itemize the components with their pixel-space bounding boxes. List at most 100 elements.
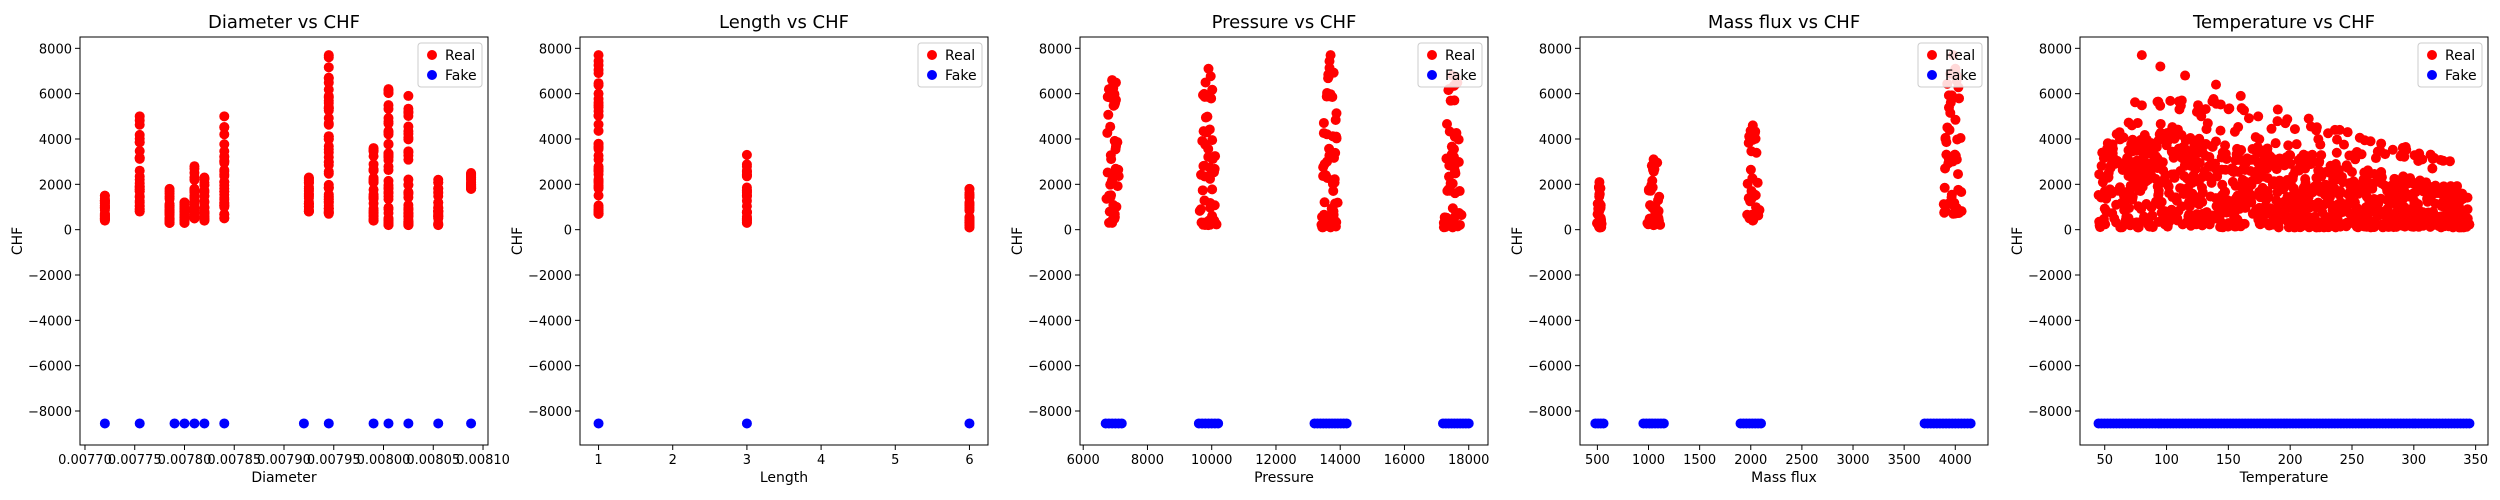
real-point: [1328, 206, 1339, 217]
real-point: [1446, 141, 1457, 152]
real-point: [964, 222, 975, 233]
real-point: [2425, 149, 2436, 160]
real-point: [134, 111, 145, 122]
real-point: [2290, 166, 2301, 177]
y-tick-label: 0: [2064, 224, 2072, 239]
real-point: [1194, 205, 1205, 216]
fake-point: [1658, 418, 1669, 429]
y-tick-label: 0: [1564, 224, 1572, 239]
chart-panel-5: Temperature vs CHF 50 100 150 200 250 300 350 −8…: [2010, 12, 2489, 486]
x-axis-label: Temperature: [2239, 470, 2329, 486]
real-point: [189, 204, 200, 215]
data-points: [1590, 50, 1976, 429]
real-point: [1102, 167, 1113, 178]
real-point: [2135, 185, 2146, 196]
real-point: [2334, 124, 2345, 135]
y-tick-label: 4000: [2039, 133, 2072, 148]
real-point: [2170, 146, 2181, 157]
x-tick-label: 3000: [1836, 453, 1869, 468]
real-point: [1953, 169, 1964, 180]
axes-frame: [579, 36, 989, 446]
real-point: [383, 129, 394, 140]
real-point: [593, 150, 604, 161]
x-tick-label: 3500: [1888, 453, 1921, 468]
real-point: [593, 208, 604, 219]
real-point: [2172, 213, 2183, 224]
y-tick-label: −6000: [1528, 360, 1572, 375]
y-tick-label: −4000: [2028, 314, 2072, 329]
real-point: [219, 139, 230, 150]
real-point: [2155, 118, 2166, 129]
real-point: [2200, 104, 2211, 115]
real-point: [368, 203, 379, 214]
real-point: [2102, 172, 2113, 183]
real-point: [2114, 182, 2125, 193]
x-axis-label: Mass flux: [1751, 470, 1817, 486]
real-point: [2285, 158, 2296, 169]
real-point: [2381, 194, 2392, 205]
chart-panel-4: Mass flux vs CHF 500 1000 1500 2000 2500 3000 3…: [1510, 12, 1989, 486]
real-point: [1197, 135, 1208, 146]
real-point: [1319, 209, 1330, 220]
fake-point: [964, 418, 975, 429]
real-point: [2346, 167, 2357, 178]
y-tick-label: 2000: [39, 178, 72, 193]
real-point: [2331, 147, 2342, 158]
real-point: [2238, 163, 2249, 174]
real-point: [2140, 172, 2151, 183]
real-point: [964, 183, 975, 194]
fake-point: [1965, 418, 1976, 429]
y-tick-label: 6000: [539, 88, 572, 103]
real-point: [741, 217, 752, 228]
real-point: [2339, 139, 2349, 150]
axes-frame: [79, 36, 489, 446]
real-point: [2372, 146, 2383, 157]
real-point: [2332, 206, 2343, 217]
legend-marker-fake: [1927, 70, 1937, 80]
chart-title: Length vs CHF: [719, 12, 849, 33]
real-point: [164, 183, 175, 194]
real-point: [2134, 217, 2145, 228]
real-point: [2303, 113, 2314, 124]
fake-point: [298, 418, 309, 429]
real-point: [2328, 174, 2339, 185]
real-point: [1106, 154, 1117, 165]
real-point: [2161, 140, 2172, 151]
legend-marker-real: [2427, 50, 2437, 60]
real-point: [2243, 113, 2254, 124]
real-point: [1643, 184, 1654, 195]
real-point: [1454, 186, 1465, 197]
real-point: [2445, 188, 2456, 199]
real-point: [1113, 164, 1124, 175]
real-point: [1747, 215, 1758, 226]
real-point: [593, 166, 604, 177]
real-point: [1105, 179, 1116, 190]
real-point: [2427, 163, 2438, 174]
real-point: [2224, 103, 2235, 114]
real-point: [1199, 88, 1210, 99]
real-point: [1104, 92, 1115, 103]
real-point: [1109, 100, 1120, 111]
real-point: [593, 88, 604, 99]
data-points: [99, 50, 477, 429]
real-point: [403, 174, 414, 185]
real-point: [303, 206, 314, 217]
real-point: [2185, 160, 2196, 171]
legend-marker-real: [427, 50, 437, 60]
x-axis-label: Pressure: [1254, 470, 1314, 486]
y-tick-label: −8000: [28, 405, 72, 420]
y-tick-label: 6000: [39, 88, 72, 103]
real-point: [2214, 192, 2225, 203]
real-point: [433, 220, 444, 231]
real-point: [2193, 100, 2204, 111]
real-point: [1205, 71, 1216, 82]
legend-label-real: Real: [1445, 48, 1475, 64]
y-tick-label: 6000: [1539, 88, 1572, 103]
y-tick-label: 6000: [1039, 88, 1072, 103]
real-point: [1331, 133, 1342, 144]
real-point: [2105, 184, 2115, 195]
real-point: [2192, 196, 2203, 207]
real-point: [2241, 177, 2252, 187]
axes-frame: [2079, 36, 2489, 446]
real-point: [1319, 197, 1330, 208]
